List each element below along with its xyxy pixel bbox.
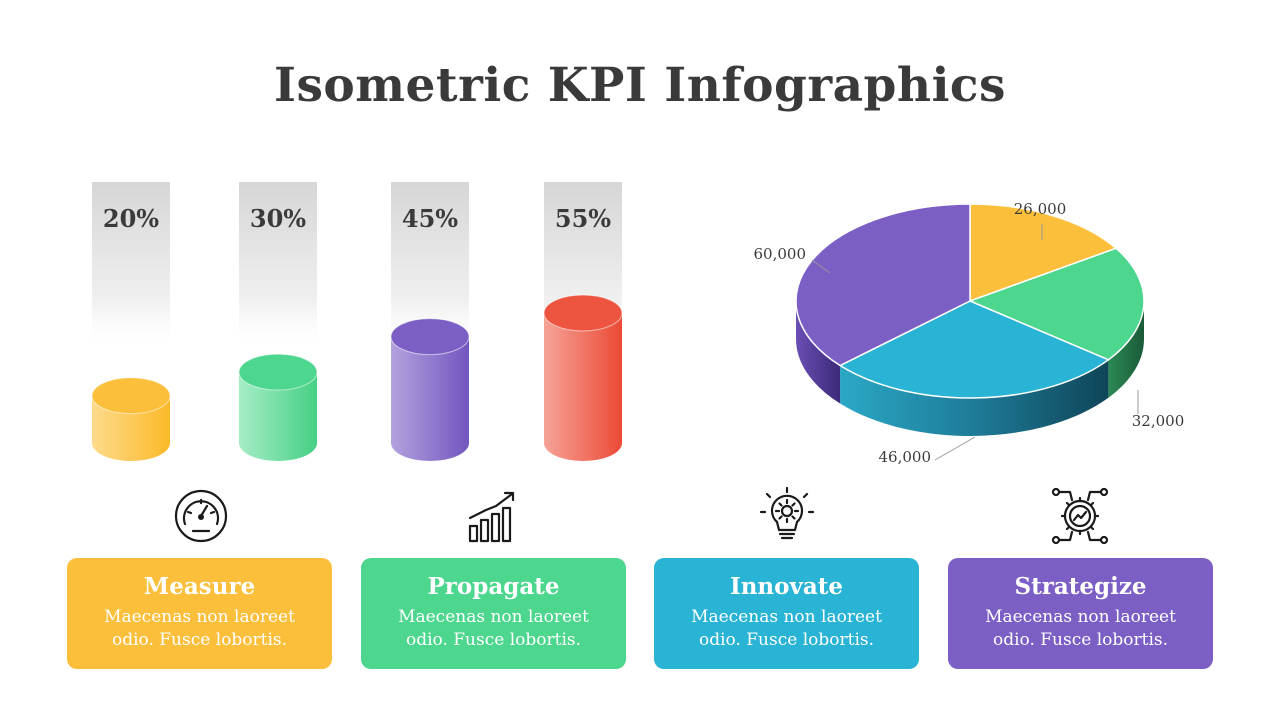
lightbulb-gear-icon (757, 486, 817, 546)
bar-value-label: 45% (402, 204, 458, 233)
kpi-card-innovate: Innovate Maecenas non laoreet odio. Fusce… (654, 558, 919, 669)
pie-value-label: 32,000 (1132, 412, 1185, 430)
pie-value-label: 26,000 (1014, 200, 1067, 218)
bar-cylinder-body (544, 313, 622, 461)
kpi-card-strategize: Strategize Maecenas non laoreet odio. Fus… (948, 558, 1213, 669)
kpi-card-propagate: Propagate Maecenas non laoreet odio. Fusc… (361, 558, 626, 669)
kpi-bar-strategize: 55% (543, 182, 623, 461)
pie-slice-side (796, 301, 841, 404)
pie-slice-side (1108, 301, 1144, 398)
pie-value-label: 46,000 (879, 448, 932, 466)
pie-leader-line (811, 259, 831, 274)
pie-slice (967, 247, 1145, 361)
pie-value-label: 60,000 (754, 245, 807, 263)
card-description: Maecenas non laoreet odio. Fusce loborti… (691, 607, 882, 650)
bar-tube (239, 182, 317, 352)
kpi-bar-measure: 20% (91, 182, 171, 461)
kpi-bar-propagate: 30% (238, 182, 318, 461)
card-description: Maecenas non laoreet odio. Fusce loborti… (104, 607, 295, 650)
page-title: Isometric KPI Infographics (273, 58, 1007, 113)
pie-slice-side (840, 359, 1109, 437)
card-description: Maecenas non laoreet odio. Fusce loborti… (985, 607, 1176, 650)
bar-tube (92, 182, 170, 352)
bar-cylinder-top (238, 353, 318, 391)
bar-cylinder-body (92, 395, 170, 461)
card-title: Measure (143, 573, 256, 600)
pie-chart: 26,000 32,000 46,000 60,000 (754, 200, 1185, 466)
bar-cylinder-body (239, 372, 317, 461)
bar-cylinder-top (390, 318, 470, 356)
pie-slice (838, 300, 1110, 399)
bar-cylinder-top (543, 294, 623, 332)
growth-chart-icon (464, 486, 524, 546)
pie-slice (969, 203, 1118, 303)
speedometer-icon (171, 486, 231, 546)
card-description: Maecenas non laoreet odio. Fusce loborti… (398, 607, 589, 650)
gear-network-icon (1050, 486, 1110, 546)
kpi-bar-innovate: 45% (390, 182, 470, 461)
pie-leader-line (934, 436, 976, 461)
pie-slice (795, 203, 971, 367)
card-title: Strategize (1014, 573, 1147, 600)
bar-value-label: 55% (555, 204, 611, 233)
card-title: Innovate (729, 573, 844, 600)
bar-cylinder-body (391, 336, 469, 461)
bar-value-label: 20% (103, 204, 159, 233)
kpi-card-measure: Measure Maecenas non laoreet odio. Fusce … (67, 558, 332, 669)
card-title: Propagate (427, 573, 560, 600)
bar-cylinder-top (91, 377, 171, 415)
bar-value-label: 30% (250, 204, 306, 233)
